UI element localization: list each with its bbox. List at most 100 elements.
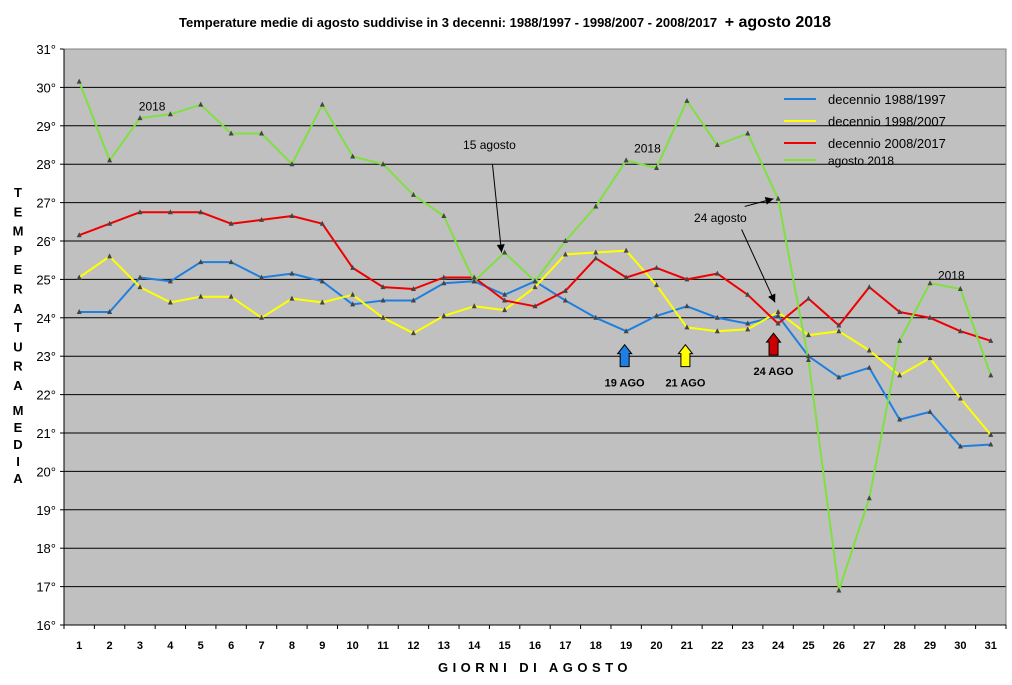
data-point — [988, 431, 994, 437]
y-tick-label: 25° — [36, 272, 56, 287]
x-tick-label: 24 — [772, 640, 785, 652]
data-point — [714, 314, 720, 320]
data-point — [380, 297, 386, 303]
data-point — [228, 220, 234, 226]
y-tick-label: 17° — [36, 580, 56, 595]
x-tick-label: 17 — [559, 640, 571, 652]
data-point — [593, 255, 599, 261]
annotation-arrow-icon — [616, 343, 633, 368]
data-point — [228, 259, 234, 265]
data-point — [441, 280, 447, 286]
y-axis-label-letter: E — [14, 204, 23, 219]
data-point — [562, 251, 568, 257]
x-tick-label: 25 — [802, 640, 814, 652]
x-tick-label: 14 — [468, 640, 481, 652]
y-axis-label-letter: T — [14, 185, 22, 200]
x-tick-label: 11 — [377, 640, 389, 652]
y-tick-label: 28° — [36, 157, 56, 172]
y-axis-label-letter: E — [14, 420, 23, 435]
legend-label: decennio 1988/1997 — [828, 92, 946, 107]
x-tick-label: 26 — [833, 640, 845, 652]
annotation-arrow-label: 21 AGO — [665, 378, 705, 390]
data-point — [319, 101, 325, 107]
data-point — [745, 291, 751, 297]
data-point — [775, 309, 781, 315]
data-point — [988, 441, 994, 447]
annotation-24-agosto-arrow-head — [768, 293, 776, 303]
data-point — [593, 203, 599, 209]
data-point — [198, 293, 204, 299]
data-point — [502, 291, 508, 297]
data-point — [775, 312, 781, 318]
data-point — [198, 259, 204, 265]
chart-title-suffix: + agosto 2018 — [725, 14, 831, 31]
x-tick-label: 20 — [650, 640, 662, 652]
data-point — [350, 264, 356, 270]
data-point — [866, 495, 872, 501]
y-tick-label: 16° — [36, 618, 56, 633]
data-point — [410, 297, 416, 303]
data-point — [137, 209, 143, 215]
data-point — [927, 314, 933, 320]
data-point — [866, 347, 872, 353]
data-point — [319, 278, 325, 284]
y-axis-label-letter: R — [13, 359, 23, 374]
y-tick-label: 20° — [36, 464, 56, 479]
annotation-24-agosto-arrow — [741, 229, 776, 303]
x-tick-label: 6 — [228, 640, 234, 652]
y-axis-label-letter: A — [13, 301, 23, 316]
data-point — [350, 291, 356, 297]
x-tick-label: 7 — [258, 640, 264, 652]
data-point — [562, 287, 568, 293]
data-point — [562, 238, 568, 243]
data-point — [957, 328, 963, 334]
data-point — [623, 328, 629, 334]
data-point — [167, 278, 173, 284]
data-point — [471, 274, 477, 280]
data-point — [76, 232, 82, 238]
annotation-24-agosto-arrow-up-head — [764, 196, 774, 205]
data-point — [107, 253, 113, 259]
data-point — [684, 324, 690, 330]
x-tick-label: 1 — [76, 640, 82, 652]
y-axis-label-letter: T — [14, 320, 22, 335]
data-point — [957, 395, 963, 401]
data-point — [410, 286, 416, 291]
data-point — [289, 161, 295, 167]
y-tick-label: 30° — [36, 80, 56, 95]
data-point — [654, 312, 660, 318]
data-point — [654, 282, 660, 288]
annotation-2018: 2018 — [938, 268, 965, 282]
data-point — [927, 408, 933, 414]
data-point — [471, 303, 477, 309]
data-point — [623, 247, 629, 253]
y-axis-label-letter: M — [13, 224, 24, 239]
x-tick-label: 3 — [137, 640, 143, 652]
annotation-arrow-label: 24 AGO — [754, 366, 794, 378]
data-point — [957, 443, 963, 449]
data-point — [532, 284, 538, 290]
data-point — [897, 372, 903, 378]
x-tick-label: 27 — [863, 640, 875, 652]
data-point — [167, 299, 173, 305]
data-point — [593, 249, 599, 255]
data-point — [927, 355, 933, 361]
y-axis-label-letter: R — [13, 282, 23, 297]
annotation-15-agosto-arrow — [491, 164, 503, 253]
x-axis-title: GIORNI DI AGOSTO — [438, 660, 632, 675]
annotation-arrow-label: 19 AGO — [605, 378, 645, 390]
data-point — [380, 314, 386, 320]
y-axis-label-letter: M — [13, 403, 24, 418]
data-point — [380, 284, 386, 290]
data-point — [714, 142, 720, 147]
x-tick-label: 8 — [289, 640, 295, 652]
data-point — [623, 274, 629, 280]
y-tick-label: 29° — [36, 119, 56, 134]
data-point — [502, 249, 508, 255]
x-tick-label: 18 — [590, 640, 602, 652]
y-axis-label-letter: D — [13, 437, 22, 452]
x-tick-labels: 1 2 3 4 5 6 7 8 9 10 11 12 13 14 15 16 17 18 19 20 21 22 23 24 2… — [76, 640, 997, 652]
legend: decennio 1988/1997 decennio 1998/2007 dece… — [784, 92, 946, 168]
data-point — [198, 209, 204, 215]
